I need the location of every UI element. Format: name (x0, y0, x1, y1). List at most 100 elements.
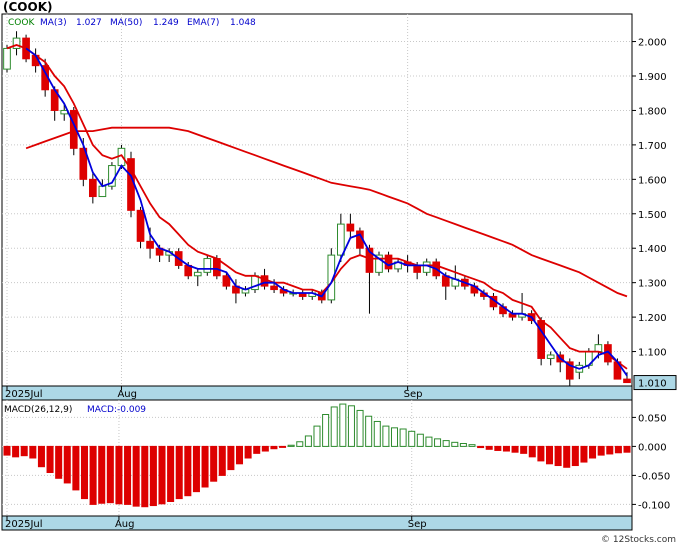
macd-y-tick-label: -0.100 (638, 500, 670, 511)
y-tick-label: 1.300 (638, 279, 667, 290)
candle-down (89, 178, 97, 198)
macd-bar-negative (502, 445, 510, 452)
macd-bar-negative (520, 445, 528, 454)
macd-legend: MACD(26,12,9) MACD:-0.009 (4, 405, 146, 415)
ma3-line (25, 47, 628, 377)
candle-down (413, 264, 421, 273)
macd-bar-negative (29, 445, 37, 459)
macd-bar-negative (563, 445, 571, 468)
macd-bar-positive (356, 409, 364, 447)
candle-down (222, 275, 231, 287)
macd-bar-negative (12, 445, 20, 458)
y-tick-label: 1.900 (638, 72, 667, 83)
macd-bar-negative (72, 445, 80, 491)
macd-bar-negative (184, 445, 192, 497)
y-tick-label: 1.600 (638, 175, 667, 186)
macd-bar-negative (20, 445, 28, 457)
macd-bar-negative (253, 445, 261, 454)
macd-bar-negative (175, 445, 183, 500)
watermark: © 12Stocks.com (601, 535, 676, 545)
macd-x-axis-band (1, 515, 633, 531)
macd-bar-negative (3, 445, 11, 456)
candle-down (346, 223, 355, 232)
macd-bar-negative (63, 445, 71, 484)
macd-bar-positive (451, 441, 459, 447)
macd-y-tick-label: 0.050 (638, 413, 667, 424)
macd-bar-negative (158, 445, 166, 505)
y-tick-label: 1.400 (638, 244, 667, 255)
macd-bar-positive (434, 438, 442, 447)
macd-bar-negative (55, 445, 63, 479)
macd-bar-negative (528, 445, 536, 458)
macd-bar-positive (330, 406, 338, 447)
macd-value-label: MACD:-0.009 (87, 405, 146, 415)
macd-bar-positive (287, 444, 295, 447)
macd-bar-negative (235, 445, 244, 465)
macd-bar-positive (442, 440, 450, 447)
macd-bar-negative (614, 445, 622, 454)
macd-bar-negative (192, 445, 200, 493)
macd-bar-positive (390, 427, 399, 447)
macd-bar-positive (416, 433, 424, 447)
macd-bar-negative (149, 445, 157, 507)
candle-down (270, 285, 278, 291)
macd-x-tick-label: 2025Jul (5, 519, 43, 530)
macd-bar-negative (623, 445, 631, 453)
macd-bar-negative (141, 445, 149, 508)
candle-down (146, 240, 154, 249)
macd-bar-positive (399, 428, 407, 447)
candle-up (203, 258, 212, 273)
y-tick-label: 1.100 (638, 348, 667, 359)
macd-bar-negative (244, 445, 252, 459)
macd-bar-positive (296, 441, 304, 447)
macd-bar-positive (313, 425, 321, 447)
macd-bar-positive (339, 403, 347, 447)
chart-title: (COOK) (3, 0, 52, 14)
candle-up (546, 354, 555, 359)
macd-bar-negative (115, 445, 123, 505)
macd-bar-negative (261, 445, 269, 452)
macd-bar-negative (477, 445, 485, 449)
last-price-label: 1.010 (638, 379, 667, 390)
macd-bar-negative (210, 445, 218, 482)
macd-y-tick-label: -0.050 (638, 471, 670, 482)
candle-down (565, 361, 574, 380)
legend-ma3-label: MA(3) (40, 18, 67, 28)
y-tick-label: 1.500 (638, 210, 667, 221)
macd-bar-negative (98, 445, 106, 504)
macd-bar-negative (537, 445, 545, 462)
macd-bar-negative (597, 445, 605, 456)
x-tick-label: Sep (404, 389, 423, 400)
macd-bar-positive (365, 415, 373, 447)
candle-up (594, 344, 603, 353)
candle-up (60, 109, 69, 115)
y-tick-label: 1.700 (638, 141, 667, 152)
macd-x-tick-label: Aug (115, 519, 135, 530)
candle-up (12, 37, 21, 49)
macd-bar-negative (124, 445, 132, 505)
macd-bar-positive (304, 435, 312, 447)
candle-up (98, 185, 107, 198)
candle-down (365, 247, 374, 273)
candle-up (375, 254, 383, 273)
macd-bar-negative (511, 445, 519, 453)
ema7-line (6, 44, 628, 370)
macd-bar-negative (167, 445, 175, 502)
macd-bar-positive (425, 436, 433, 447)
x-tick-label: Aug (117, 389, 137, 400)
macd-bar-negative (279, 445, 287, 448)
macd-bar-positive (459, 443, 467, 447)
y-tick-label: 2.000 (638, 38, 667, 49)
candle-up (337, 223, 345, 256)
y-tick-label: 1.200 (638, 313, 667, 324)
x-tick-label: 2025Jul (5, 389, 43, 400)
macd-bar-positive (373, 420, 381, 447)
y-tick-label: 1.800 (638, 106, 667, 117)
macd-bar-negative (589, 445, 597, 459)
legend-ema7-label: EMA(7) (187, 18, 219, 28)
macd-label: MACD(26,12,9) (4, 405, 72, 415)
macd-bar-negative (89, 445, 97, 505)
legend-ma3-value: 1.027 (76, 18, 102, 28)
candle-down (384, 254, 393, 270)
